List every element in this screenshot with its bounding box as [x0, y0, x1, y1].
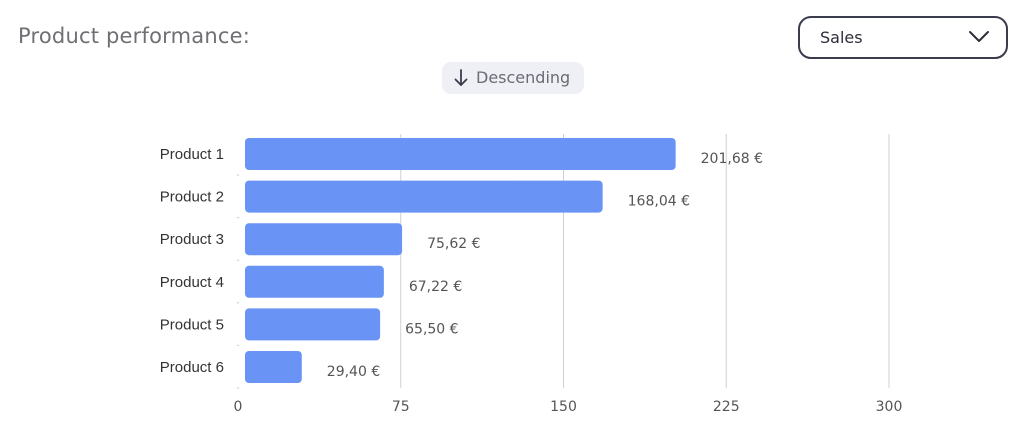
category-label: Product 6: [160, 359, 224, 376]
category-label: Product 2: [160, 189, 224, 206]
sort-button-label: Descending: [476, 68, 571, 87]
x-tick-label: 75: [392, 399, 410, 415]
bar: [245, 351, 302, 383]
bar: [245, 138, 676, 170]
data-label: 29,40 €: [327, 364, 380, 380]
data-label: 168,04 €: [628, 194, 690, 210]
data-label: 75,62 €: [427, 236, 480, 252]
bar: [245, 265, 384, 298]
x-tick-label: 0: [234, 399, 243, 415]
x-tick-label: 150: [550, 399, 577, 415]
chevron-down-icon: [969, 31, 989, 42]
bar: [245, 308, 381, 341]
category-label: Product 1: [160, 146, 224, 163]
category-label: Product 5: [160, 316, 224, 333]
metric-dropdown[interactable]: Sales: [798, 16, 1008, 59]
bar: [245, 180, 603, 213]
data-label: 201,68 €: [701, 151, 763, 167]
data-label: 67,22 €: [409, 279, 462, 295]
page-title: Product performance:: [18, 24, 250, 48]
category-label: Product 3: [160, 231, 224, 248]
bar: [245, 223, 403, 256]
metric-dropdown-value: Sales: [820, 28, 863, 47]
data-label: 65,50 €: [405, 321, 458, 337]
x-tick-label: 300: [876, 399, 903, 415]
x-tick-label: 225: [713, 399, 740, 415]
sort-descending-button[interactable]: Descending: [442, 62, 584, 94]
category-label: Product 4: [160, 274, 224, 291]
arrow-down-icon: [454, 69, 468, 86]
